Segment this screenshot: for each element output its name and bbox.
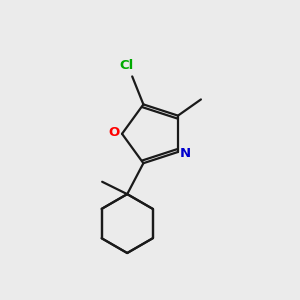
Text: N: N (180, 147, 191, 160)
Text: Cl: Cl (120, 59, 134, 72)
Text: O: O (109, 126, 120, 139)
